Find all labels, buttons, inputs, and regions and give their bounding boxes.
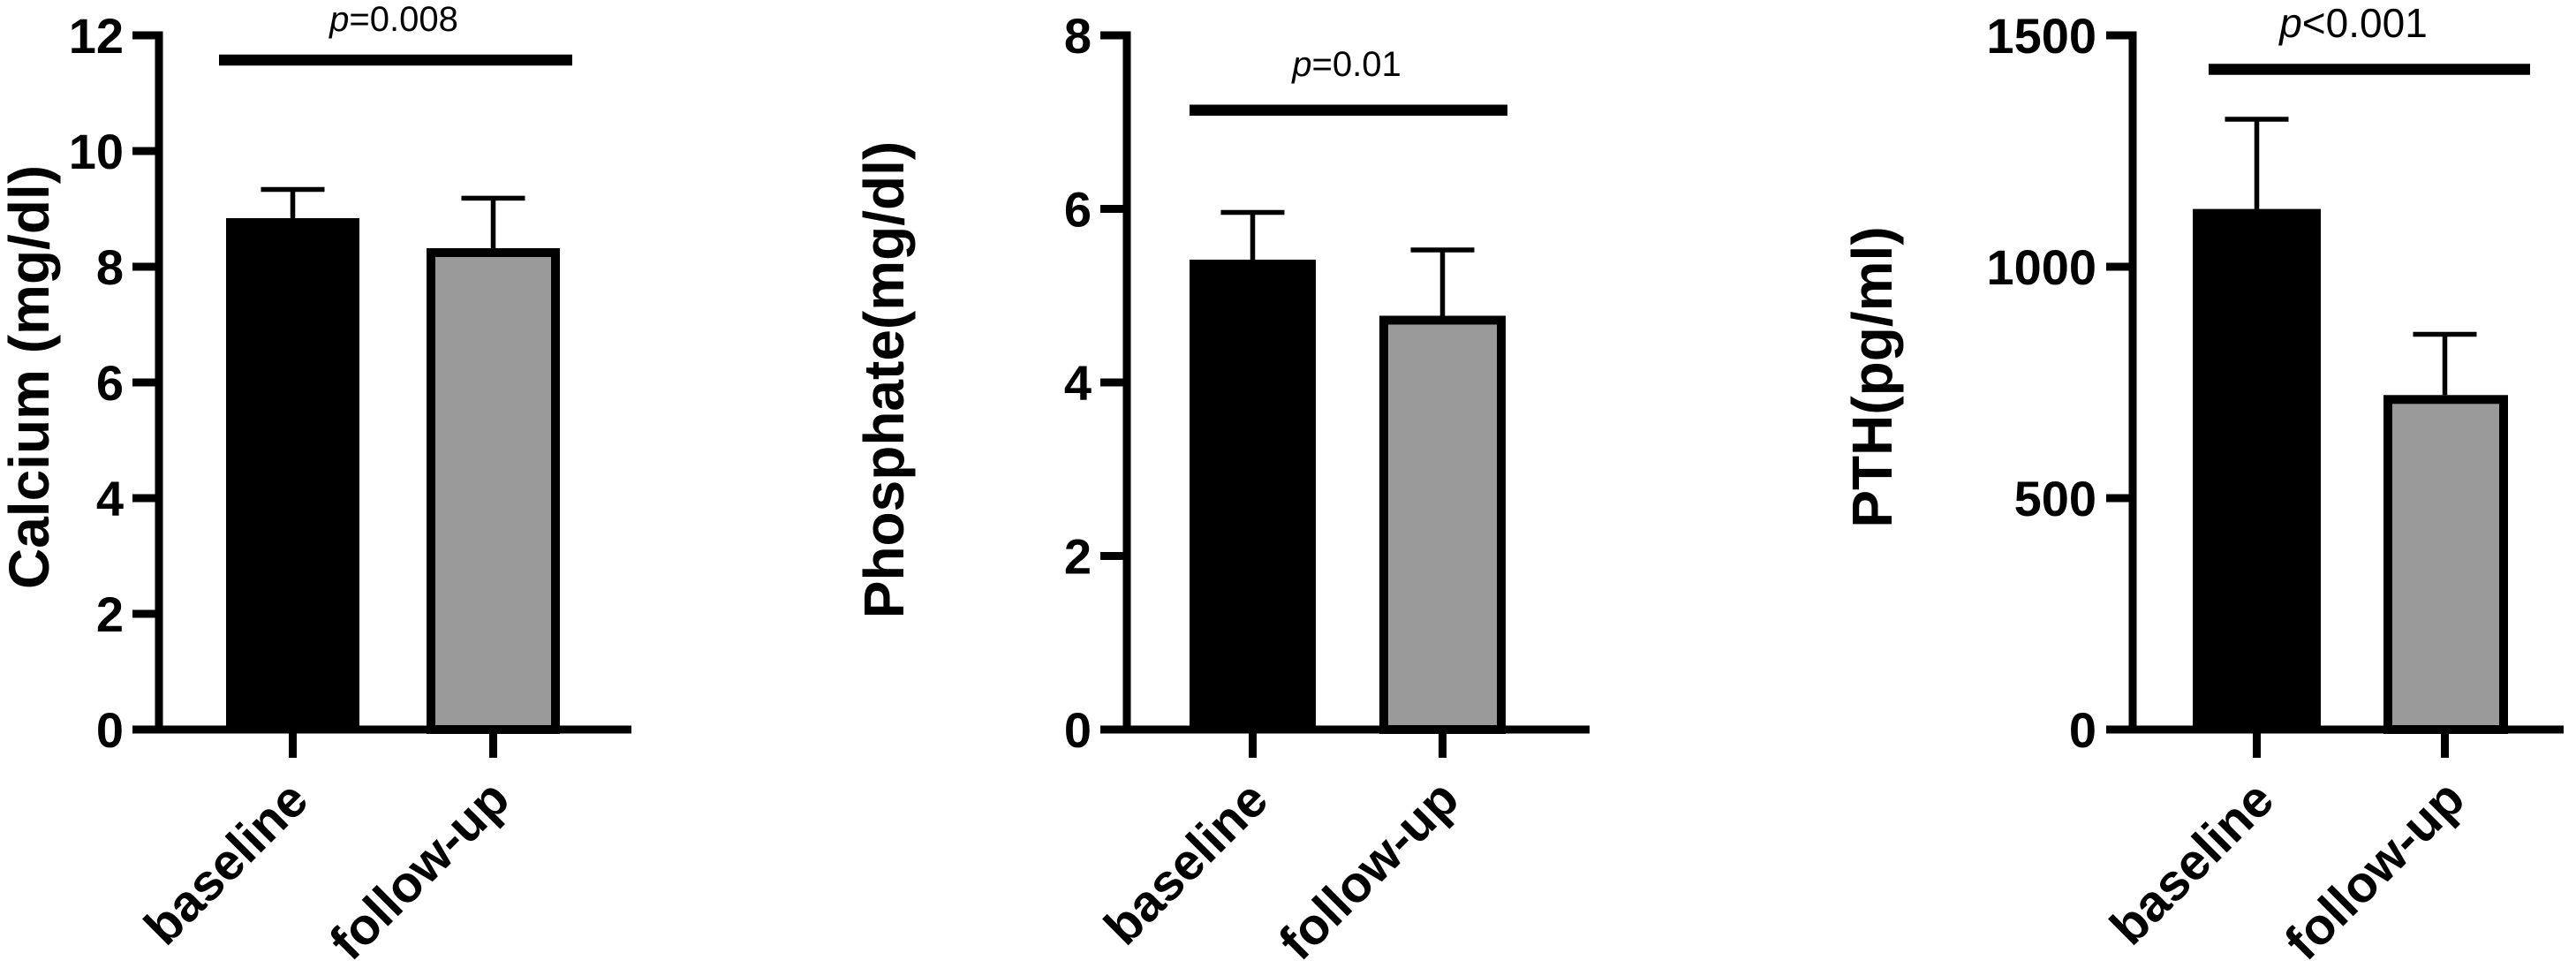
svg-text:0: 0 bbox=[2069, 702, 2096, 758]
svg-text:p<0.001: p<0.001 bbox=[2278, 0, 2428, 46]
svg-text:1500: 1500 bbox=[1986, 8, 2096, 64]
svg-text:2: 2 bbox=[1064, 529, 1092, 585]
svg-text:2: 2 bbox=[96, 586, 124, 642]
svg-text:6: 6 bbox=[96, 355, 124, 411]
svg-text:p=0.008: p=0.008 bbox=[329, 0, 458, 39]
svg-text:500: 500 bbox=[2014, 471, 2096, 526]
svg-text:0: 0 bbox=[1064, 702, 1092, 758]
svg-text:0: 0 bbox=[96, 702, 124, 758]
svg-text:1000: 1000 bbox=[1986, 239, 2096, 295]
svg-text:8: 8 bbox=[1064, 8, 1092, 64]
svg-text:Calcium (mg/dl): Calcium (mg/dl) bbox=[0, 165, 61, 589]
svg-text:12: 12 bbox=[69, 8, 124, 64]
svg-text:4: 4 bbox=[1064, 355, 1092, 411]
svg-text:p=0.01: p=0.01 bbox=[1291, 45, 1401, 84]
svg-text:8: 8 bbox=[96, 239, 124, 295]
svg-text:Phosphate(mg/dl): Phosphate(mg/dl) bbox=[852, 141, 916, 618]
svg-text:6: 6 bbox=[1064, 182, 1092, 238]
svg-text:10: 10 bbox=[69, 124, 124, 179]
svg-text:PTH(pg/ml): PTH(pg/ml) bbox=[1840, 226, 1904, 527]
svg-text:4: 4 bbox=[96, 471, 124, 526]
